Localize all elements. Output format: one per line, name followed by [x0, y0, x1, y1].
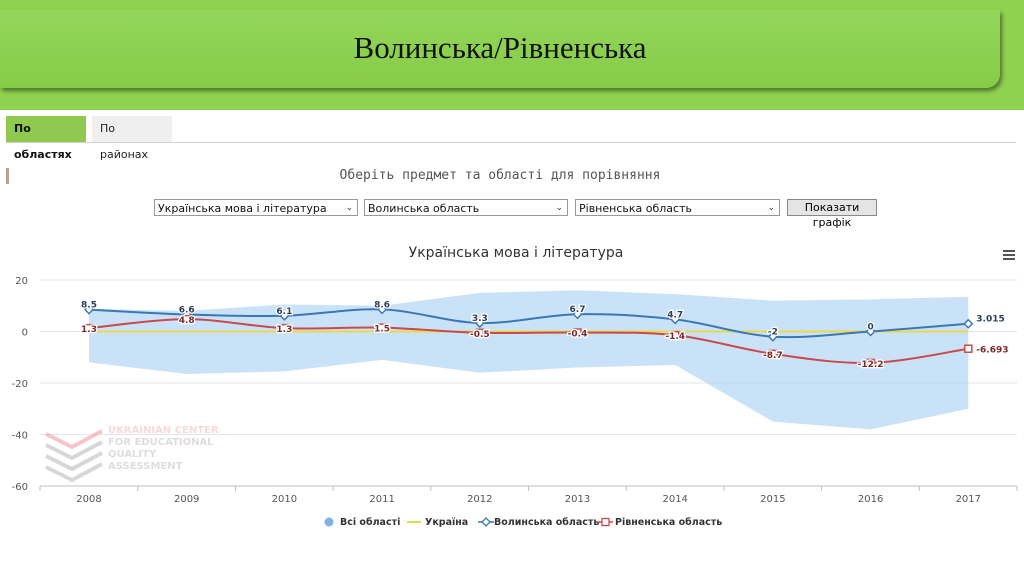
subject-select-value: Українська мова і література [158, 202, 327, 215]
data-label: 3.3 [472, 314, 488, 324]
chevron-down-icon: ⌄ [767, 203, 775, 213]
watermark-text: QUALITY [108, 449, 157, 460]
data-label: -1.4 [665, 332, 685, 342]
data-point-volyn[interactable] [670, 314, 681, 325]
chevron-down-icon: ⌄ [345, 203, 353, 213]
data-point-rivne[interactable] [964, 344, 973, 353]
watermark-text: FOR EDUCATIONAL [108, 437, 214, 448]
watermark-text: UKRAINIAN CENTER [108, 425, 219, 436]
data-label: -8.7 [763, 351, 783, 361]
region2-select[interactable]: Рівненська область ⌄ [575, 199, 780, 216]
data-label: -6.693 [976, 346, 1008, 356]
x-tick-label: 2008 [76, 494, 101, 505]
instruction-text: Оберіть предмет та області для порівнянн… [339, 168, 661, 183]
watermark-text: ASSESSMENT [108, 461, 183, 472]
data-label: 4.8 [179, 316, 195, 326]
legend-label: Волинська область [494, 517, 599, 528]
data-point-volyn[interactable] [963, 318, 974, 329]
data-label: 6.7 [570, 305, 586, 315]
show-chart-button[interactable]: Показати графік [787, 199, 877, 229]
y-tick-label: 0 [22, 328, 28, 339]
logo-book-icon [45, 462, 103, 483]
x-tick-label: 2009 [174, 494, 199, 505]
legend-marker-all-regions[interactable] [324, 517, 334, 527]
data-point-volyn[interactable] [377, 304, 388, 315]
data-point-rivne[interactable] [866, 358, 875, 368]
data-label: 8.5 [81, 301, 97, 311]
tab-divider [6, 142, 1016, 143]
data-point-volyn[interactable] [83, 304, 95, 315]
x-tick-label: 2013 [565, 494, 590, 505]
data-label: 0 [867, 323, 873, 333]
y-tick-label: -40 [12, 431, 28, 442]
tab-by-districts[interactable]: По районах [92, 116, 172, 161]
legend-label: Рівненська область [615, 517, 722, 528]
data-point-rivne[interactable] [670, 330, 680, 340]
data-point-volyn[interactable] [279, 310, 290, 321]
data-label: 3.015 [976, 315, 1004, 325]
series-line-volyn [88, 308, 969, 339]
data-point-volyn[interactable] [474, 317, 485, 329]
x-tick-label: 2016 [858, 494, 883, 505]
y-tick-label: 20 [15, 276, 28, 287]
x-tick-label: 2012 [467, 494, 492, 505]
x-tick-label: 2017 [956, 494, 981, 505]
data-label: 8.6 [374, 300, 390, 310]
data-label: -12.2 [858, 360, 884, 370]
data-point-rivne[interactable] [377, 323, 387, 332]
chart-title: Українська мова і література [409, 245, 624, 261]
data-label: 1.3 [276, 325, 292, 335]
logo-book-icon [45, 429, 103, 450]
legend-label: Всі області [340, 517, 400, 528]
region1-select-value: Волинська область [368, 202, 480, 215]
series-range-area [89, 290, 969, 430]
series-line-rivne [88, 318, 969, 364]
logo-book-icon [45, 440, 103, 461]
data-point-rivne[interactable] [573, 328, 582, 337]
data-label: 1.5 [374, 325, 390, 335]
chevron-down-icon: ⌄ [555, 203, 563, 213]
x-tick-label: 2015 [760, 494, 785, 505]
data-point-volyn[interactable] [767, 331, 778, 342]
chart: Українська мова і література200-20-40-60… [12, 245, 1018, 528]
data-point-volyn[interactable] [572, 309, 583, 320]
data-label: 6.6 [179, 306, 195, 316]
data-point-volyn[interactable] [865, 326, 876, 337]
hamburger-menu-icon[interactable] [1003, 250, 1015, 260]
tab-by-regions[interactable]: По областях [6, 116, 86, 161]
page-title: Волинська/Рівненська [353, 30, 647, 65]
data-label: -0.5 [470, 330, 490, 340]
y-tick-label: -60 [12, 482, 28, 493]
data-point-rivne[interactable] [280, 323, 289, 333]
region1-select[interactable]: Волинська область ⌄ [364, 199, 568, 216]
data-label: 1.3 [81, 325, 97, 335]
data-point-rivne[interactable] [768, 349, 778, 359]
x-tick-label: 2010 [272, 494, 297, 505]
subject-select[interactable]: Українська мова і література ⌄ [154, 199, 358, 216]
legend-diamond-icon [481, 517, 491, 527]
logo-book-icon [45, 451, 103, 472]
legend-square-icon [601, 517, 610, 527]
data-label: -0.4 [568, 330, 588, 340]
data-label: 4.7 [667, 310, 683, 320]
data-point-rivne[interactable] [182, 314, 191, 324]
data-label: -2 [768, 328, 778, 338]
x-tick-label: 2014 [662, 494, 687, 505]
y-tick-label: -20 [12, 379, 28, 390]
data-point-rivne[interactable] [84, 323, 94, 333]
data-point-rivne[interactable] [475, 328, 485, 338]
data-label: 6.1 [276, 307, 292, 317]
title-box: Волинська/Рівненська [0, 10, 1000, 88]
x-tick-label: 2011 [369, 494, 394, 505]
section-marker [6, 168, 9, 184]
legend-label: Україна [425, 517, 468, 528]
region2-select-value: Рівненська область [579, 202, 692, 215]
